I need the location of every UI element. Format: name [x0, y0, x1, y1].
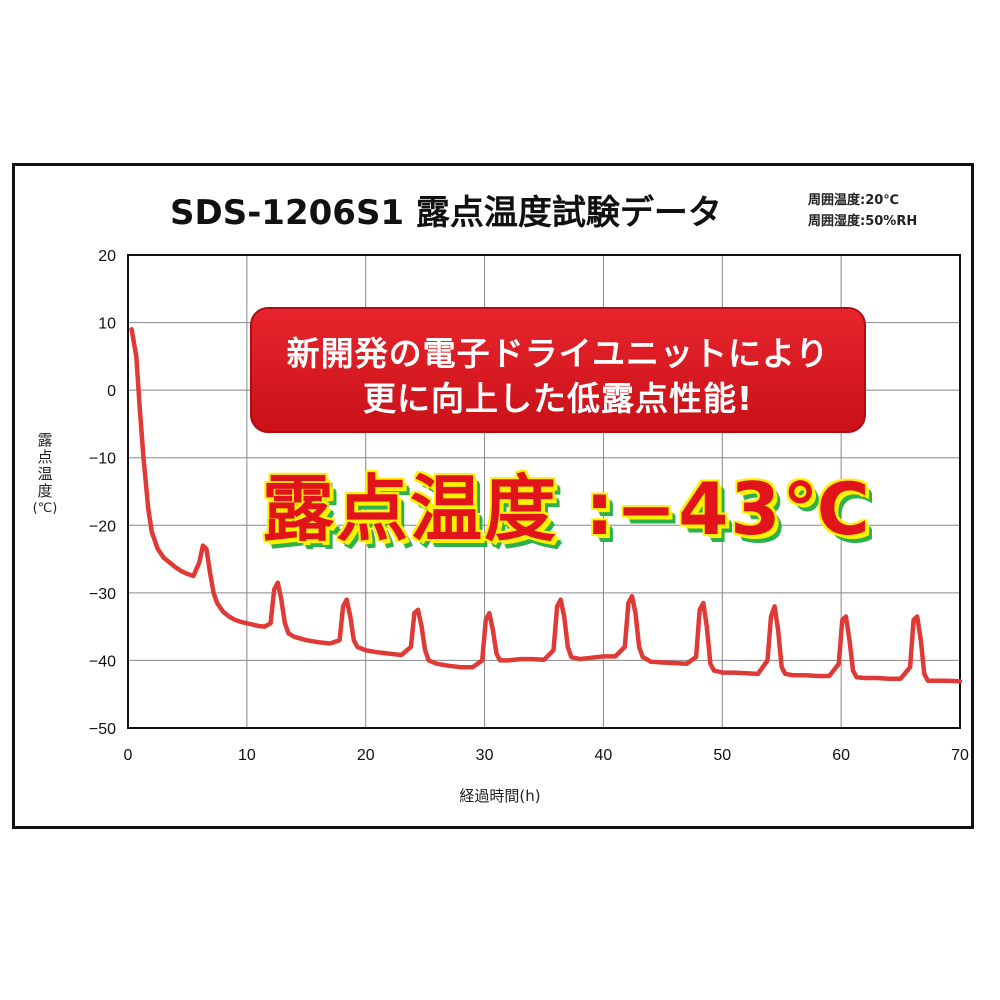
y-tick-label: −10: [89, 451, 116, 468]
banner-line-2: 更に向上した低露点性能!: [362, 379, 754, 418]
ambient-temperature: 周囲温度:20℃: [808, 193, 900, 208]
y-tick-label: −20: [89, 518, 116, 535]
ambient-humidity: 周囲湿度:50%RH: [808, 214, 918, 229]
chart-frame: [12, 163, 974, 829]
y-tick-label: 20: [98, 248, 116, 265]
tick-labels: 0 10 20 30 40 50 60 70 20 10 0 −10 −20 −30 −40 −50: [89, 248, 969, 764]
test-conditions: 周囲温度:20℃ 周囲湿度:50%RH: [808, 190, 917, 232]
y-axis-label: 露 点 温 度 (℃): [32, 432, 58, 517]
y-tick-label: 0: [107, 383, 116, 400]
y-label-char: 度: [37, 482, 53, 500]
x-tick-label: 10: [238, 747, 256, 764]
x-tick-label: 30: [476, 747, 494, 764]
banner-line-1: 新開発の電子ドライユニットにより: [286, 334, 830, 373]
x-tick-label: 0: [124, 747, 133, 764]
y-label-unit: (℃): [32, 501, 58, 516]
x-tick-label: 70: [951, 747, 969, 764]
dew-point-highlight: 露点温度 :−43℃: [262, 467, 872, 551]
announcement-banner: 新開発の電子ドライユニットにより 更に向上した低露点性能!: [250, 307, 866, 433]
y-tick-label: −30: [89, 586, 116, 603]
x-tick-label: 40: [595, 747, 613, 764]
chart-title: SDS-1206S1 露点温度試験データ: [170, 193, 722, 233]
x-tick-label: 20: [357, 747, 375, 764]
series-layer: [129, 327, 963, 684]
dew-point-series-line: [129, 327, 963, 684]
y-label-char: 点: [37, 448, 53, 466]
x-axis-label: 経過時間(h): [459, 787, 541, 805]
plot-border: [127, 254, 961, 729]
x-tick-label: 50: [713, 747, 731, 764]
y-tick-label: −40: [89, 653, 116, 670]
y-label-char: 露: [37, 431, 53, 449]
x-tick-label: 60: [832, 747, 850, 764]
y-tick-label: 10: [98, 316, 116, 333]
y-tick-label: −50: [89, 721, 116, 738]
y-label-char: 温: [37, 465, 53, 483]
